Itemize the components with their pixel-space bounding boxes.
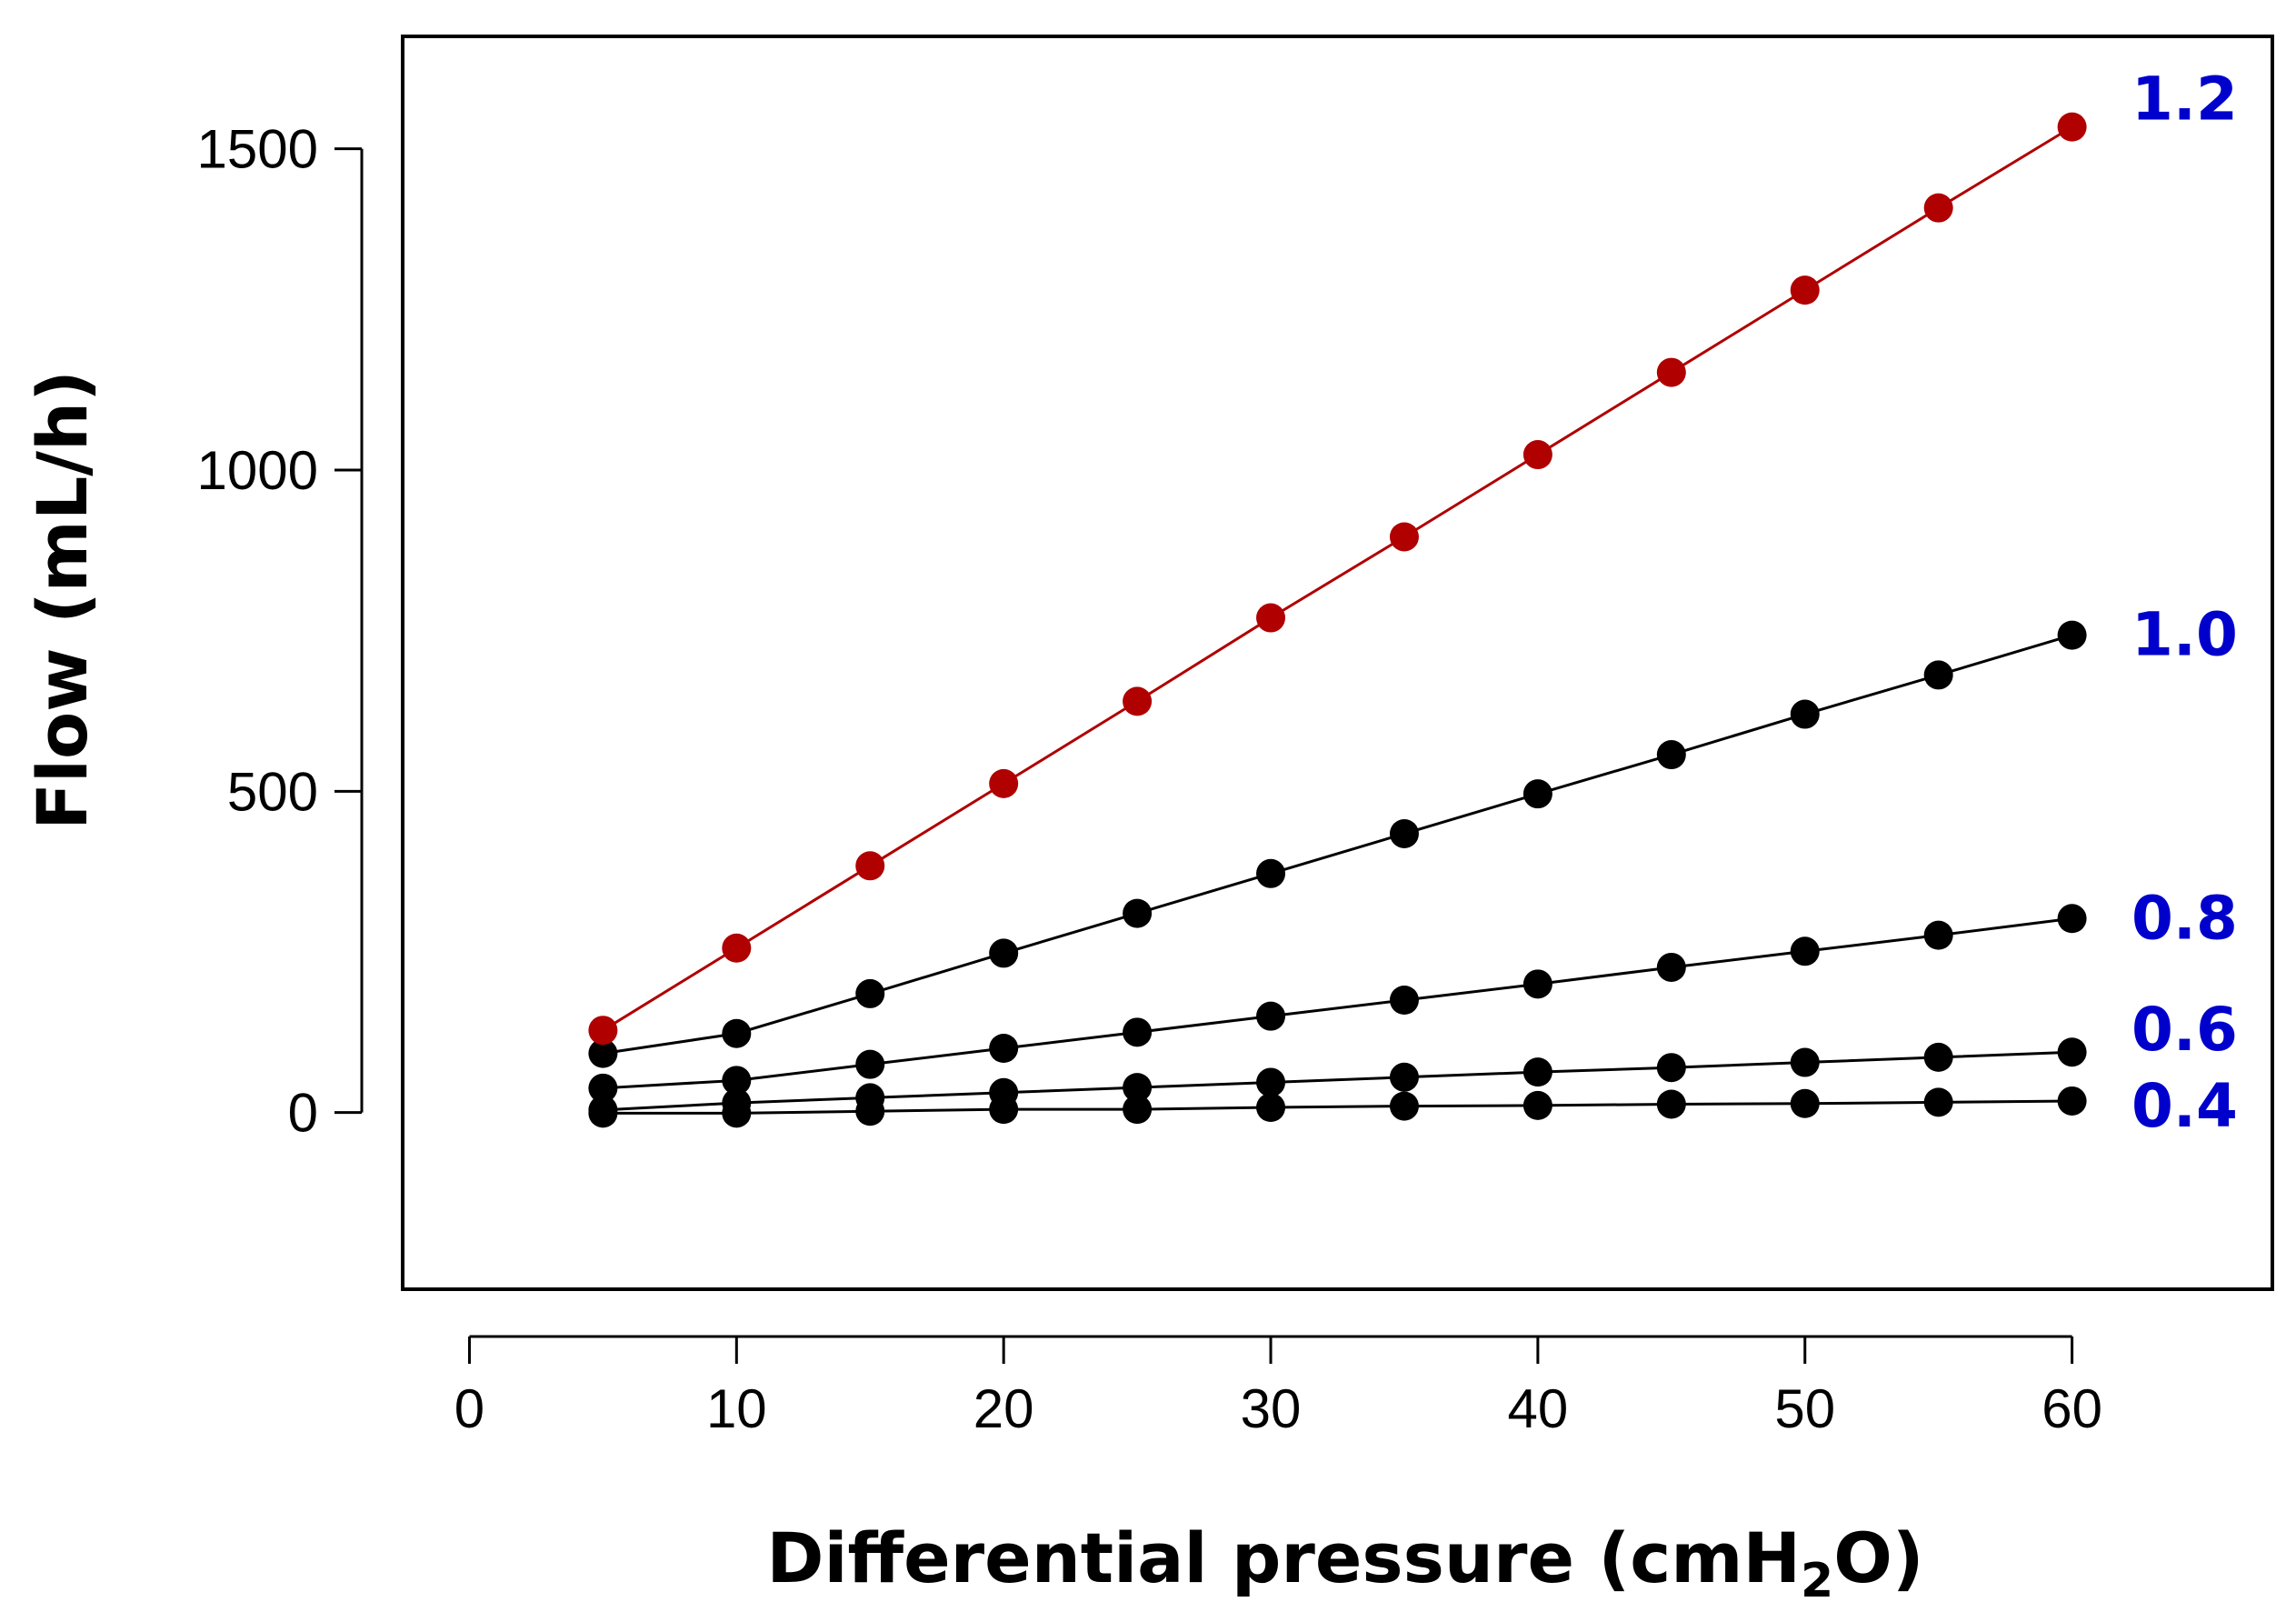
data-point [1522,1090,1552,1120]
data-point [1656,952,1686,982]
data-point [1923,660,1953,690]
y-tick-label: 1000 [197,440,318,501]
series-label: 0.6 [2131,995,2238,1065]
data-point [1389,1091,1419,1121]
data-point [989,938,1019,968]
series-0.8 [588,904,2087,1103]
data-point [1923,1087,1953,1117]
data-point [1256,858,1286,888]
series-0.6 [588,1037,2087,1125]
series-line [603,916,2072,1090]
x-tick-label: 0 [454,1378,484,1439]
data-point [588,1016,618,1046]
plot-frame [401,35,2274,1291]
data-point [1790,275,1820,305]
data-point [2057,620,2087,650]
data-point [1790,936,1820,966]
series-line [603,1099,2072,1115]
y-tick-label: 0 [288,1083,318,1144]
series-layer [588,112,2087,1128]
series-0.4 [588,1086,2087,1128]
data-point [2057,1086,2087,1116]
data-point [1656,357,1686,387]
data-point [855,1083,885,1113]
x-tick-label: 30 [1241,1378,1302,1439]
data-point [1522,440,1552,470]
data-point [2057,904,2087,934]
series-label-layer: 1.2 1.0 0.8 0.60.4 [2131,65,2238,1141]
series-1.0 [588,620,2087,1068]
series-line [603,1050,2072,1112]
data-point [1790,1047,1820,1077]
data-point [1123,898,1153,928]
data-point [855,1049,885,1079]
x-tick-label: 40 [1508,1378,1569,1439]
data-point [1389,818,1419,848]
data-point [588,1095,618,1125]
x-tick-label: 10 [706,1378,767,1439]
data-point [855,978,885,1008]
x-tick-label: 20 [973,1378,1034,1439]
data-point [588,1038,618,1068]
data-point [2057,112,2087,142]
y-axis-title: Flow (mL/h) [22,370,103,830]
x-tick-label: 50 [1774,1378,1835,1439]
data-point [855,851,885,881]
data-point [1123,686,1153,716]
x-axis: 0 10 20 30 40 50 60 [454,1335,2102,1439]
series-label: 1.2 [2131,65,2238,135]
data-point [989,1077,1019,1107]
data-point [722,1088,752,1118]
data-point [1656,740,1686,770]
data-point [588,1073,618,1103]
series-1.2 [588,112,2087,1046]
data-point [1123,1095,1153,1125]
data-point [1389,522,1419,552]
data-point [1123,1073,1153,1103]
data-point [1389,1062,1419,1092]
data-point [2057,1037,2087,1067]
y-tick-label: 1500 [197,119,318,180]
data-point [722,1066,752,1096]
data-point [1923,193,1953,223]
data-point [1522,969,1552,999]
data-point [1656,1089,1686,1119]
data-point [1256,1093,1286,1123]
data-point [1389,986,1419,1015]
data-point [1790,699,1820,729]
data-point [1790,1088,1820,1118]
data-point [1256,1001,1286,1031]
y-tick-label: 500 [227,761,318,822]
x-axis-title: Differential pressure (cmH2O) [766,1517,1923,1608]
data-point [1256,603,1286,633]
data-point [1123,1017,1153,1047]
x-axis-title-end: O) [1833,1517,1923,1598]
x-axis-title-main: Differential pressure (cmH [766,1517,1801,1598]
data-point [1522,779,1552,809]
data-point [989,768,1019,798]
x-axis-title-subscript: 2 [1801,1554,1833,1608]
series-line [603,634,2073,1056]
series-label: 0.8 [2131,883,2238,953]
data-point [722,933,752,963]
data-point [1923,1042,1953,1072]
series-label: 0.4 [2131,1071,2238,1141]
y-axis: 0 500 1000 1500 [197,119,364,1144]
data-point [1656,1053,1686,1083]
data-point [722,1018,752,1048]
data-point [1522,1057,1552,1087]
series-line [602,125,2073,1032]
series-label: 1.0 [2131,600,2238,670]
data-point [1256,1067,1286,1097]
data-point [1923,920,1953,950]
data-point [989,1034,1019,1063]
x-tick-label: 60 [2041,1378,2102,1439]
